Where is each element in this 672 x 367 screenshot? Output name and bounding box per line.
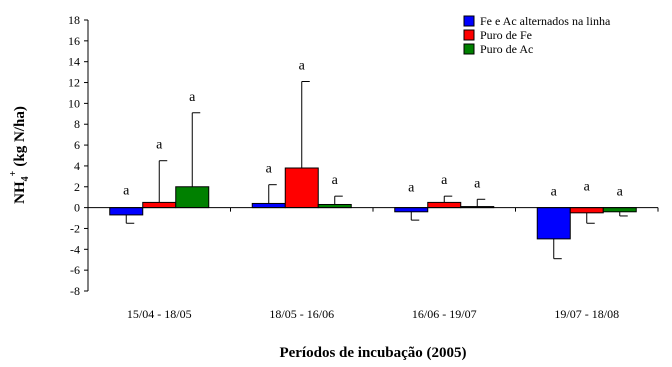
y-tick-label: -8 xyxy=(70,284,80,298)
y-tick-label: 6 xyxy=(74,138,80,152)
sig-label-2-3: a xyxy=(441,173,448,188)
y-axis-title-sup: + xyxy=(8,170,19,176)
category-label: 19/07 - 18/08 xyxy=(554,307,619,321)
y-axis-title-units: (kg N/ha) xyxy=(12,106,28,166)
bar-1-2 xyxy=(251,202,286,209)
y-tick-label: 10 xyxy=(68,96,80,110)
y-axis-title-base: NH xyxy=(12,181,28,204)
y-tick-label: 0 xyxy=(74,201,80,215)
bar-2-4 xyxy=(569,207,604,214)
sig-label-1-4: a xyxy=(551,185,558,200)
category-label: 15/04 - 18/05 xyxy=(127,307,192,321)
bars xyxy=(109,167,637,240)
bar-3-1 xyxy=(175,186,210,209)
sig-label-1-3: a xyxy=(408,180,415,195)
sig-label-3-2: a xyxy=(332,173,339,188)
bar-1-4 xyxy=(536,207,571,240)
bar-2-2 xyxy=(284,167,319,209)
sig-label-1-1: a xyxy=(123,184,130,199)
y-axis-title-sub: 4 xyxy=(20,176,31,181)
legend-label-2: Puro de Fe xyxy=(480,28,532,42)
y-tick-label: -4 xyxy=(70,242,80,256)
y-axis-title: NH4+ (kg N/ha) xyxy=(8,106,31,204)
legend-label-1: Fe e Ac alternados na linha xyxy=(480,14,611,28)
legend-swatch-3 xyxy=(463,43,475,55)
legend-swatch-2 xyxy=(463,29,475,41)
y-tick-label: -2 xyxy=(70,221,80,235)
y-tick-label: 2 xyxy=(74,180,80,194)
sig-label-1-2: a xyxy=(266,162,273,177)
y-tick-label: 12 xyxy=(68,76,80,90)
bar-1-3 xyxy=(394,207,429,213)
y-axis: -8 -6 -4 -2 0 2 4 6 8 10 12 14 16 18 xyxy=(68,13,89,298)
category-label: 18/05 - 16/06 xyxy=(269,307,334,321)
bar-1-1 xyxy=(109,207,144,216)
bar-3-4 xyxy=(602,207,637,213)
y-tick-label: -6 xyxy=(70,263,80,277)
y-tick-label: 14 xyxy=(68,55,80,69)
sig-label-3-3: a xyxy=(474,176,481,191)
x-axis-title: Períodos de incubação (2005) xyxy=(279,345,466,361)
significance-labels: a a a a a a a a a a a a xyxy=(123,58,624,199)
bar-2-1 xyxy=(142,201,177,209)
x-axis: 15/04 - 18/05 18/05 - 16/06 16/06 - 19/07 1… xyxy=(87,207,659,321)
y-tick-label: 16 xyxy=(68,34,80,48)
legend-swatch-1 xyxy=(463,15,475,27)
legend-label-3: Puro de Ac xyxy=(480,42,533,56)
sig-label-2-4: a xyxy=(584,179,591,194)
error-bars xyxy=(125,80,628,260)
category-label: 16/06 - 19/07 xyxy=(412,307,477,321)
sig-label-2-1: a xyxy=(156,138,163,153)
sig-label-3-4: a xyxy=(617,185,624,200)
y-tick-label: 8 xyxy=(74,117,80,131)
y-tick-label: 18 xyxy=(68,13,80,27)
sig-label-2-2: a xyxy=(299,58,306,73)
y-tick-label: 4 xyxy=(74,159,80,173)
sig-label-3-1: a xyxy=(189,90,196,105)
bar-2-3 xyxy=(427,201,462,209)
